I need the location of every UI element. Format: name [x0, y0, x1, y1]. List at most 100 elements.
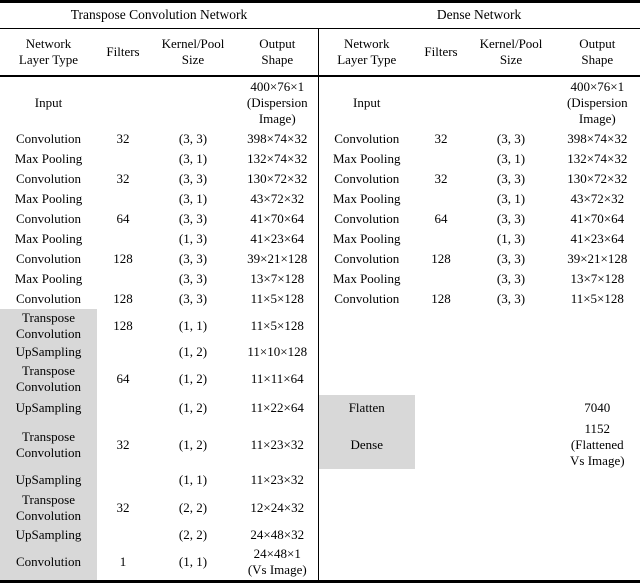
kernel-size-cell: (3, 3)	[178, 211, 208, 227]
layer-type-cell: Convolution	[15, 211, 81, 227]
filters-cell: 64	[116, 211, 130, 227]
table-row: Convolution 64 (3, 3) 41×70×64 Convoluti…	[0, 209, 640, 229]
layer-type-cell: Max Pooling	[317, 229, 416, 249]
kernel-size-cell	[467, 395, 555, 421]
column-header-network-layer-type: Network Layer Type	[0, 28, 97, 77]
table-row: Max Pooling (3, 1) 132×74×32 Max Pooling…	[0, 149, 640, 169]
kernel-size-cell	[467, 309, 555, 342]
output-shape-cell	[555, 362, 640, 395]
filters-cell	[415, 469, 467, 492]
kernel-size-cell	[467, 362, 555, 395]
layer-type-cell: Max Pooling	[317, 149, 416, 169]
kernel-size-cell: (1, 1)	[149, 544, 237, 584]
table-row: Max Pooling (3, 1) 43×72×32 Max Pooling …	[0, 189, 640, 209]
table-row: Input 400×76×1 (Dispersion Image) Input …	[0, 76, 640, 129]
filters-cell	[415, 76, 467, 129]
output-shape-cell: 13×7×128	[555, 269, 640, 289]
column-header-network-layer-type: Network Layer Type	[317, 28, 416, 77]
layer-type-cell: Convolution	[317, 289, 416, 309]
output-shape-cell: 39×21×128	[247, 251, 308, 267]
layer-type-cell: Max Pooling	[14, 271, 83, 287]
kernel-size-cell: (1, 2)	[178, 344, 208, 360]
layer-type-cell: Convolution	[15, 291, 81, 307]
filters-cell	[415, 189, 467, 209]
output-shape-cell: 132×74×32	[555, 149, 640, 169]
table-title-row: Transpose Convolution Network Dense Netw…	[0, 0, 640, 29]
kernel-size-cell: (3, 3)	[496, 291, 526, 307]
output-shape-cell: 11×22×64	[250, 400, 304, 416]
table-row: UpSampling (1, 2) 11×22×64 Flatten 7040	[0, 395, 640, 421]
filters-cell: 32	[434, 131, 448, 147]
output-shape-cell: 41×23×64	[250, 231, 305, 247]
kernel-size-cell: (1, 1)	[178, 317, 208, 333]
kernel-size-cell: (3, 3)	[496, 211, 526, 227]
kernel-size-cell	[467, 492, 555, 525]
filters-cell: 32	[116, 131, 130, 147]
column-header-row: Network Layer Type Filters Kernel/Pool S…	[0, 28, 640, 77]
output-shape-cell: 398×74×32	[247, 131, 308, 147]
output-shape-cell: 41×70×64	[555, 209, 640, 229]
output-shape-cell: 24×48×1 (Vs Image)	[237, 544, 319, 584]
layer-type-cell: Convolution	[317, 129, 416, 149]
output-shape-cell: 12×24×32	[250, 500, 305, 516]
output-shape-cell: 11×10×128	[247, 344, 308, 360]
output-shape-cell: 130×72×32	[555, 169, 640, 189]
kernel-size-cell: (3, 1)	[496, 151, 526, 167]
column-header-output-shape: Output Shape	[237, 28, 319, 77]
kernel-size-cell: (2, 2)	[178, 526, 208, 542]
table-row: UpSampling (2, 2) 24×48×32	[0, 524, 640, 545]
layer-type-cell: Convolution	[15, 251, 81, 267]
table-row: Convolution 128 (3, 3) 39×21×128 Convolu…	[0, 249, 640, 269]
output-shape-cell: 11×11×64	[250, 370, 304, 386]
filters-cell	[415, 544, 468, 584]
output-shape-cell: 43×72×32	[555, 189, 640, 209]
kernel-size-cell	[467, 76, 555, 129]
layer-type-cell: Convolution	[15, 131, 81, 147]
filters-cell	[415, 525, 467, 545]
layer-type-cell: Convolution	[317, 249, 416, 269]
filters-cell: 1	[97, 544, 149, 584]
kernel-size-cell: (3, 3)	[496, 171, 526, 187]
output-shape-cell: 7040	[555, 395, 640, 421]
layer-type-cell: Max Pooling	[14, 191, 83, 207]
output-shape-cell	[555, 468, 640, 492]
layer-type-cell: Max Pooling	[14, 151, 83, 167]
output-shape-cell: 11×5×128	[250, 317, 304, 333]
layer-type-cell: UpSampling	[0, 342, 97, 362]
column-header-kernel-pool-size: Kernel/Pool Size	[467, 28, 556, 77]
output-shape-cell: 11×23×32	[250, 436, 304, 452]
output-shape-cell: 400×76×1 (Dispersion Image)	[246, 79, 308, 126]
filters-cell	[97, 189, 149, 209]
layer-type-cell: Convolution	[317, 209, 416, 229]
layer-type-cell	[317, 309, 416, 342]
output-shape-cell: 11×5×128	[250, 291, 304, 307]
filters-cell: 32	[116, 436, 130, 452]
layer-type-cell	[317, 524, 416, 545]
kernel-size-cell: (1, 2)	[178, 400, 208, 416]
table-row: UpSampling (1, 2) 11×10×128	[0, 342, 640, 362]
filters-cell: 128	[113, 317, 133, 333]
kernel-size-cell: (1, 1)	[178, 472, 208, 488]
filters-cell	[97, 525, 149, 545]
layer-type-cell: Convolution	[0, 544, 97, 584]
kernel-size-cell: (3, 3)	[496, 131, 526, 147]
kernel-size-cell: (3, 1)	[178, 191, 208, 207]
output-shape-cell: 1152 (Flattened Vs Image)	[555, 421, 640, 469]
filters-cell: 128	[113, 291, 133, 307]
kernel-size-cell: (3, 3)	[496, 271, 526, 287]
filters-cell: 128	[113, 251, 133, 267]
filters-cell	[415, 362, 467, 395]
kernel-size-cell	[467, 544, 556, 584]
column-header-filters: Filters	[97, 28, 149, 77]
kernel-size-cell	[467, 525, 555, 545]
table-row: Convolution 1 (1, 1) 24×48×1 (Vs Image)	[0, 544, 640, 584]
filters-cell	[415, 395, 467, 421]
kernel-size-cell: (3, 1)	[496, 191, 526, 207]
layer-type-cell	[317, 491, 416, 525]
layer-type-cell: UpSampling	[0, 524, 97, 545]
kernel-size-cell: (3, 3)	[178, 251, 208, 267]
filters-cell: 128	[431, 251, 451, 267]
table-row: Transpose Convolution 128 (1, 1) 11×5×12…	[0, 309, 640, 342]
filters-cell: 64	[434, 211, 448, 227]
